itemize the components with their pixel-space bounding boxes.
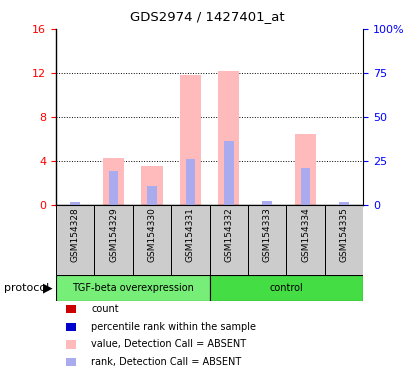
Bar (95, 205, 133, 275)
Text: value, Detection Call = ABSENT: value, Detection Call = ABSENT (91, 339, 247, 349)
Text: GSM154331: GSM154331 (186, 207, 195, 262)
Bar (301, 168, 310, 205)
Bar (71, 202, 80, 205)
Bar (218, 71, 239, 205)
Text: GDS2974 / 1427401_at: GDS2974 / 1427401_at (130, 10, 285, 23)
Text: GSM154335: GSM154335 (339, 207, 349, 262)
Bar (56, 275, 210, 301)
Text: rank, Detection Call = ABSENT: rank, Detection Call = ABSENT (91, 357, 242, 367)
Text: protocol: protocol (4, 283, 49, 293)
Bar (186, 159, 195, 205)
Bar (133, 205, 171, 275)
Bar (248, 205, 286, 275)
Text: GSM154329: GSM154329 (109, 207, 118, 262)
Text: TGF-beta overexpression: TGF-beta overexpression (72, 283, 194, 293)
Text: percentile rank within the sample: percentile rank within the sample (91, 322, 256, 332)
Bar (147, 185, 157, 205)
Bar (142, 166, 163, 205)
Bar (286, 205, 325, 275)
Bar (262, 201, 272, 205)
Text: GSM154328: GSM154328 (71, 207, 80, 262)
Text: ▶: ▶ (43, 281, 53, 295)
Bar (339, 202, 349, 205)
Text: GSM154333: GSM154333 (263, 207, 272, 262)
Bar (171, 205, 210, 275)
Bar (56, 205, 95, 275)
Text: GSM154330: GSM154330 (147, 207, 156, 262)
Text: control: control (269, 283, 303, 293)
Bar (109, 171, 118, 205)
Text: GSM154334: GSM154334 (301, 207, 310, 262)
Bar (180, 75, 201, 205)
Bar (224, 141, 234, 205)
Bar (295, 134, 316, 205)
Text: count: count (91, 304, 119, 314)
Bar (210, 275, 363, 301)
Bar (210, 205, 248, 275)
Bar (325, 205, 363, 275)
Bar (103, 158, 124, 205)
Text: GSM154332: GSM154332 (224, 207, 233, 262)
